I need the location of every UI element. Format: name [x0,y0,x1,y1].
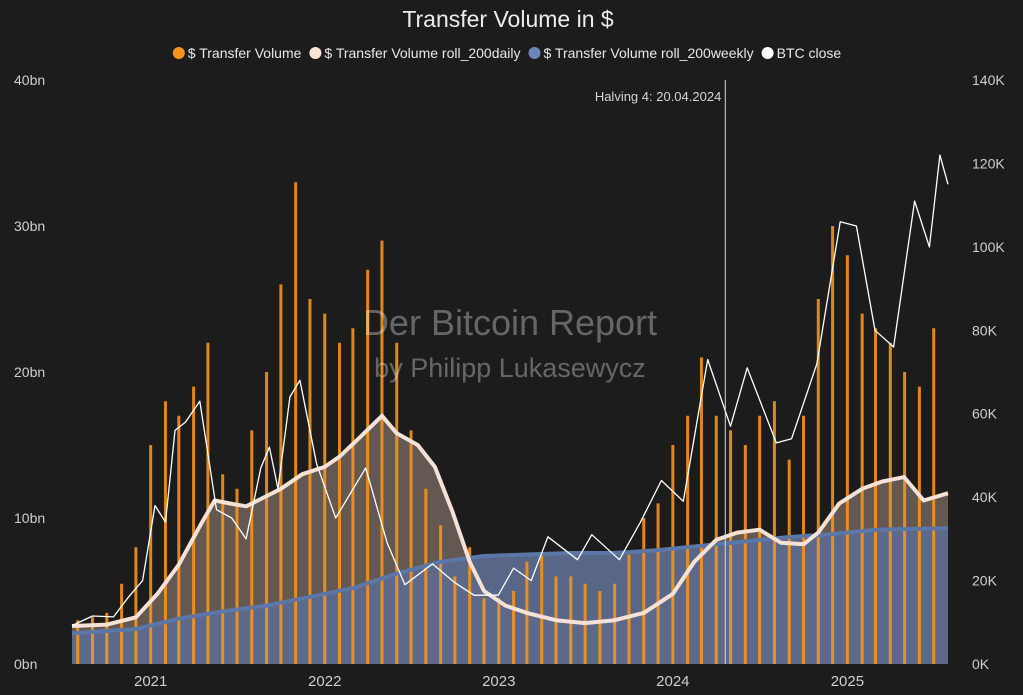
y-left-tick-label: 30bn [14,218,45,234]
y-left-tick-label: 0bn [14,656,37,672]
legend-item-3[interactable]: BTC close [761,45,842,61]
y-left-tick-label: 20bn [14,364,45,380]
plot-area: Halving 4: 20.04.2024 [71,80,949,664]
legend-marker [309,47,322,59]
halving-label: Halving 4: 20.04.2024 [595,89,721,104]
y-right-tick-label: 140K [972,72,1005,88]
legend-marker [761,47,774,59]
roll-200daily-line [71,413,949,628]
x-tick-label: 2025 [831,673,864,690]
watermark-title: Der Bitcoin Report [363,302,657,343]
axes: 0bn 10bn 20bn 30bn 40bn 0K 20K 40K 60K 80K 100K 120… [14,72,1005,690]
legend-label: BTC close [777,45,842,61]
legend-marker [172,47,185,59]
legend-item-0[interactable]: $ Transfer Volume [172,45,302,61]
legend-label: $ Transfer Volume [188,45,302,61]
y-left-tick-label: 40bn [14,72,45,88]
y-right-tick-label: 80K [972,322,998,338]
btc-close-line [71,154,949,627]
legend: $ Transfer Volume $ Transfer Volume roll_… [172,45,842,61]
x-tick-label: 2023 [482,673,515,690]
y-right-tick-label: 40K [972,489,998,505]
watermark-author: by Philipp Lukasewycz [374,353,646,383]
legend-label: $ Transfer Volume roll_200daily [324,45,520,61]
legend-item-1[interactable]: $ Transfer Volume roll_200daily [309,45,521,61]
y-right-tick-label: 20K [972,573,998,589]
x-tick-label: 2021 [134,673,167,690]
x-tick-label: 2024 [656,673,689,690]
y-right-tick-label: 100K [972,239,1005,255]
y-right-tick-label: 120K [972,155,1005,171]
x-tick-label: 2022 [308,673,341,690]
legend-marker [528,47,541,59]
y-right-tick-label: 60K [972,406,998,422]
legend-label: $ Transfer Volume roll_200weekly [544,45,754,61]
y-right-tick-label: 0K [972,656,990,672]
legend-item-2[interactable]: $ Transfer Volume roll_200weekly [528,45,754,61]
y-left-tick-label: 10bn [14,510,45,526]
watermark: Der Bitcoin Report by Philipp Lukasewycz [363,302,657,383]
chart-title: Transfer Volume in $ [402,6,614,32]
roll-200weekly-line [71,526,949,636]
area-fill-2 [72,528,948,664]
